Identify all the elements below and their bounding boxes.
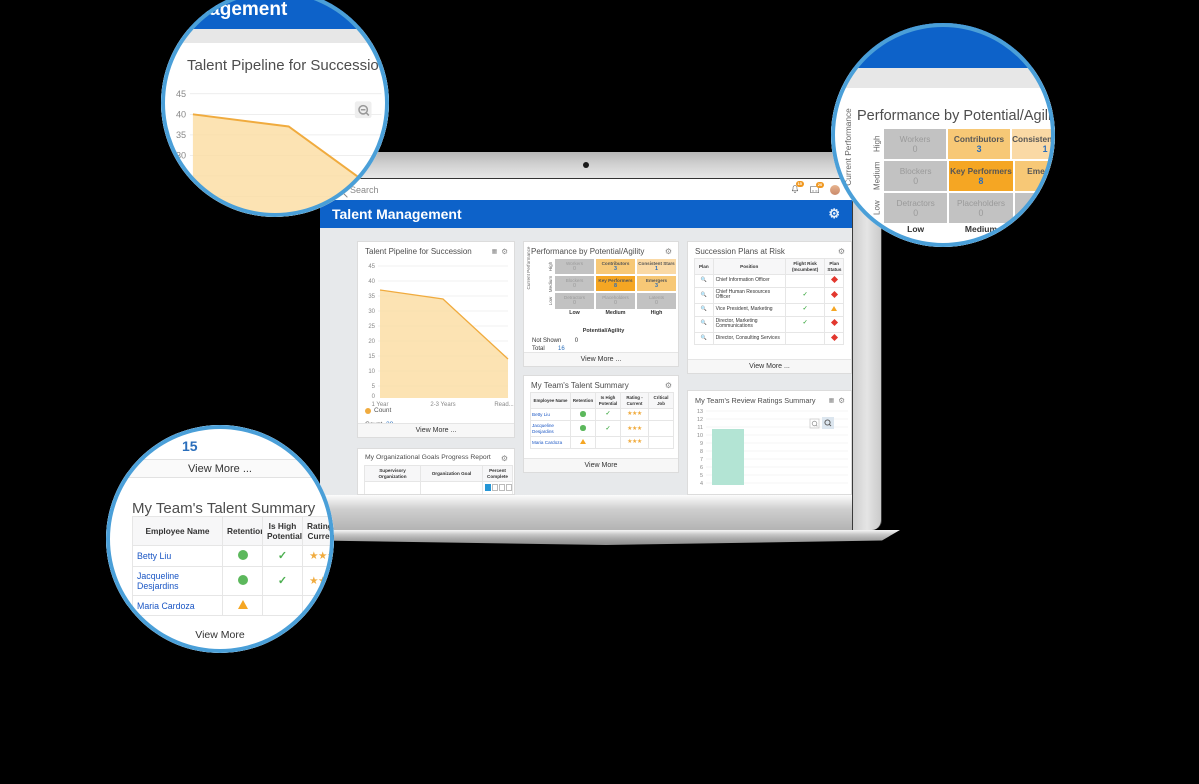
svg-text:1 Year: 1 Year bbox=[371, 402, 388, 406]
svg-text:15: 15 bbox=[368, 354, 375, 360]
svg-text:25: 25 bbox=[368, 324, 375, 330]
svg-text:5: 5 bbox=[700, 473, 703, 479]
svg-text:4: 4 bbox=[700, 481, 703, 487]
svg-text:11: 11 bbox=[697, 425, 703, 431]
svg-text:45: 45 bbox=[176, 89, 186, 99]
svg-text:10: 10 bbox=[368, 369, 375, 375]
svg-text:5: 5 bbox=[372, 384, 376, 390]
svg-text:30: 30 bbox=[176, 150, 186, 160]
svg-text:0: 0 bbox=[372, 394, 376, 400]
svg-text:40: 40 bbox=[368, 279, 375, 285]
svg-text:20: 20 bbox=[368, 339, 375, 345]
svg-text:Read...: Read... bbox=[494, 402, 514, 406]
svg-text:6: 6 bbox=[700, 465, 703, 471]
svg-text:9: 9 bbox=[700, 441, 703, 447]
svg-text:40: 40 bbox=[176, 109, 186, 119]
svg-text:20: 20 bbox=[176, 191, 186, 201]
svg-text:2-3 Years: 2-3 Years bbox=[430, 402, 455, 406]
svg-text:8: 8 bbox=[700, 449, 703, 455]
svg-text:12: 12 bbox=[697, 417, 703, 423]
svg-text:10: 10 bbox=[697, 433, 703, 439]
svg-text:7: 7 bbox=[700, 457, 703, 463]
svg-text:35: 35 bbox=[176, 130, 186, 140]
svg-text:13: 13 bbox=[697, 409, 703, 415]
svg-text:25: 25 bbox=[176, 171, 186, 181]
svg-text:35: 35 bbox=[368, 294, 375, 300]
svg-text:45: 45 bbox=[368, 264, 375, 270]
svg-text:30: 30 bbox=[368, 309, 375, 315]
